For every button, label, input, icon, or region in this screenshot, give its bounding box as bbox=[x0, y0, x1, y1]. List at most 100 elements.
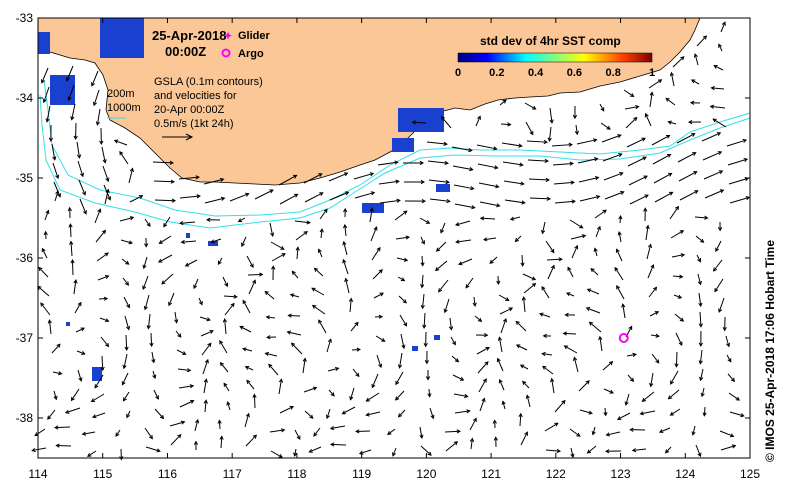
velocity-arrow-head bbox=[484, 361, 489, 366]
velocity-arrow-head bbox=[519, 364, 525, 369]
velocity-arrow-head bbox=[355, 429, 360, 434]
velocity-arrow-head bbox=[515, 344, 521, 349]
velocity-arrow-head bbox=[699, 376, 704, 382]
velocity-arrow-head bbox=[731, 444, 737, 449]
velocity-arrow-head bbox=[509, 216, 515, 221]
velocity-arrow bbox=[646, 244, 652, 260]
velocity-arrow bbox=[115, 429, 121, 437]
velocity-arrow-head bbox=[531, 276, 537, 281]
plot-frame bbox=[37, 17, 751, 459]
velocity-arrow bbox=[77, 160, 84, 177]
velocity-arrow bbox=[604, 407, 607, 416]
velocity-arrow bbox=[122, 372, 129, 385]
velocity-arrow-head bbox=[341, 410, 346, 415]
velocity-arrow-head bbox=[81, 431, 87, 436]
velocity-arrow bbox=[592, 426, 596, 435]
velocity-arrow-head bbox=[95, 121, 100, 126]
velocity-arrow-head bbox=[376, 246, 381, 252]
velocity-arrow-head bbox=[209, 329, 214, 334]
velocity-arrow-head bbox=[294, 193, 299, 198]
velocity-arrow bbox=[594, 248, 598, 257]
velocity-arrow-head bbox=[675, 205, 680, 211]
velocity-arrow bbox=[627, 156, 647, 167]
velocity-arrow bbox=[691, 79, 700, 85]
velocity-arrow bbox=[168, 292, 175, 306]
velocity-arrow bbox=[602, 153, 622, 162]
velocity-arrow-head bbox=[496, 280, 501, 286]
velocity-arrow bbox=[96, 252, 109, 262]
velocity-arrow bbox=[152, 370, 156, 379]
velocity-arrow bbox=[477, 361, 489, 374]
velocity-arrow bbox=[428, 179, 449, 183]
velocity-arrow-head bbox=[496, 357, 501, 363]
velocity-arrow bbox=[542, 366, 554, 375]
velocity-arrow bbox=[642, 391, 655, 402]
velocity-arrow-head bbox=[621, 303, 626, 308]
velocity-arrow-head bbox=[456, 429, 461, 434]
velocity-arrow-head bbox=[443, 308, 448, 314]
velocity-arrow bbox=[38, 267, 49, 278]
velocity-arrow bbox=[648, 287, 657, 298]
velocity-arrow-head bbox=[501, 400, 506, 405]
velocity-arrow bbox=[515, 321, 527, 332]
argo-legend-symbol bbox=[221, 48, 231, 58]
velocity-arrow-head bbox=[348, 297, 354, 302]
lon-tick-label: 114 bbox=[28, 467, 47, 481]
velocity-arrow bbox=[451, 146, 472, 152]
velocity-arrow bbox=[728, 177, 749, 185]
velocity-arrow bbox=[175, 330, 182, 338]
velocity-arrow bbox=[296, 247, 299, 260]
velocity-arrow-head bbox=[563, 345, 568, 350]
velocity-arrow bbox=[527, 159, 548, 162]
velocity-arrow-head bbox=[224, 282, 229, 288]
velocity-arrow-head bbox=[419, 160, 425, 166]
velocity-arrow-head bbox=[330, 392, 335, 397]
velocity-arrow-head bbox=[64, 409, 70, 414]
velocity-arrow bbox=[479, 201, 500, 207]
velocity-arrow bbox=[344, 224, 347, 237]
velocity-arrow bbox=[394, 210, 408, 221]
velocity-arrow bbox=[695, 235, 704, 243]
velocity-arrow bbox=[711, 87, 725, 90]
velocity-arrow-head bbox=[242, 299, 247, 305]
velocity-arrow bbox=[319, 209, 328, 220]
velocity-arrow bbox=[696, 35, 707, 47]
velocity-arrow bbox=[701, 387, 705, 397]
velocity-arrow bbox=[102, 165, 109, 182]
velocity-arrow-head bbox=[91, 82, 95, 87]
velocity-arrow bbox=[318, 319, 327, 334]
velocity-arrow bbox=[123, 296, 130, 308]
velocity-arrow bbox=[373, 292, 384, 299]
velocity-arrow bbox=[523, 297, 526, 313]
velocity-arrow-head bbox=[629, 377, 635, 382]
velocity-arrow-head bbox=[73, 279, 78, 284]
velocity-arrow-head bbox=[541, 229, 546, 235]
velocity-arrow bbox=[626, 353, 636, 357]
velocity-arrow-head bbox=[155, 395, 159, 400]
velocity-arrow bbox=[309, 446, 322, 453]
velocity-arrow bbox=[728, 392, 740, 401]
velocity-arrow-head bbox=[508, 307, 514, 312]
velocity-arrow-head bbox=[129, 216, 135, 221]
lon-tick-label: 124 bbox=[675, 467, 695, 481]
velocity-arrow bbox=[199, 316, 211, 321]
velocity-arrow-head bbox=[643, 207, 648, 212]
velocity-arrow bbox=[174, 311, 178, 323]
velocity-arrow-head bbox=[157, 258, 163, 263]
velocity-arrow-head bbox=[471, 205, 476, 210]
velocity-arrow-head bbox=[598, 335, 603, 341]
velocity-arrow bbox=[499, 379, 505, 391]
velocity-arrow bbox=[673, 294, 682, 299]
velocity-arrow-head bbox=[312, 386, 318, 391]
velocity-arrow-head bbox=[79, 172, 85, 178]
velocity-arrow bbox=[697, 273, 702, 285]
velocity-arrow bbox=[622, 304, 626, 319]
velocity-arrow bbox=[477, 163, 498, 169]
sst-patch bbox=[100, 18, 144, 58]
velocity-arrow-head bbox=[679, 230, 685, 234]
velocity-arrow bbox=[68, 84, 75, 101]
velocity-arrow-head bbox=[702, 35, 708, 40]
velocity-arrow bbox=[224, 303, 235, 316]
velocity-arrow-head bbox=[239, 325, 244, 330]
velocity-arrow-head bbox=[697, 258, 701, 263]
